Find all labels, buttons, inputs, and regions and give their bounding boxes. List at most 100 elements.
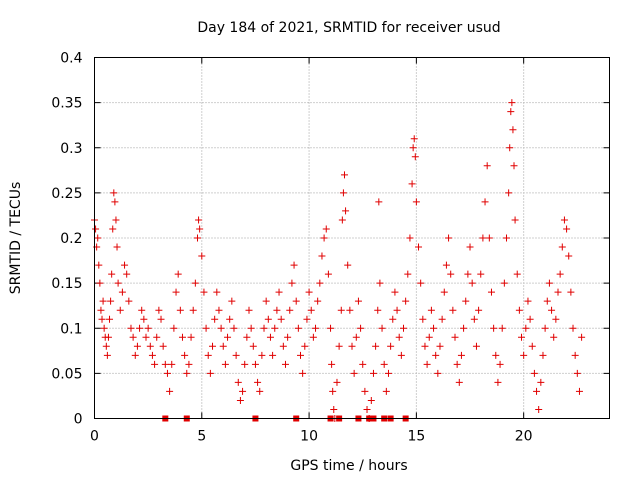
data-point [468, 279, 476, 287]
data-point [194, 234, 201, 242]
data-point [286, 306, 294, 314]
data-point [417, 279, 425, 287]
data-point [357, 324, 365, 332]
data-point [224, 333, 232, 341]
data-point [434, 369, 442, 377]
data-point [204, 351, 212, 359]
data-point [440, 288, 448, 296]
data-point [423, 360, 431, 368]
data-point [457, 351, 465, 359]
data-point [125, 297, 133, 305]
data-point [374, 306, 382, 314]
data-point [485, 234, 493, 242]
data-point [378, 324, 386, 332]
data-point [110, 189, 118, 197]
data-point [239, 387, 247, 395]
data-point [363, 405, 371, 413]
data-point [539, 351, 547, 359]
data-point [305, 288, 313, 296]
data-point [528, 342, 536, 350]
data-point [94, 234, 102, 242]
x-axis-label: GPS time / hours [290, 458, 407, 474]
data-point [219, 342, 227, 350]
data-point [230, 324, 238, 332]
data-point [107, 297, 115, 305]
data-point [393, 306, 401, 314]
data-point [447, 270, 455, 278]
data-point [284, 333, 292, 341]
data-point [340, 171, 348, 179]
data-point [545, 279, 553, 287]
data-point [314, 297, 322, 305]
data-point [256, 387, 264, 395]
data-point [466, 243, 474, 251]
data-point [217, 324, 225, 332]
data-point [503, 234, 510, 242]
data-point [221, 360, 229, 368]
data-point [148, 351, 156, 359]
data-point [573, 369, 581, 377]
y-tick-label: 0 [74, 412, 83, 428]
data-point [563, 225, 571, 233]
data-point [140, 315, 148, 323]
data-point [554, 288, 562, 296]
data-point [419, 315, 427, 323]
data-point [118, 288, 126, 296]
data-point [226, 315, 234, 323]
data-point [129, 333, 137, 341]
data-point [406, 234, 414, 242]
data-point [200, 288, 208, 296]
data-point [404, 270, 412, 278]
data-point [138, 306, 146, 314]
data-point [299, 369, 307, 377]
y-tick-label: 0.05 [51, 366, 82, 382]
data-point [556, 270, 564, 278]
data-point [108, 270, 116, 278]
data-point [112, 216, 120, 224]
data-point [266, 333, 274, 341]
data-point [509, 126, 517, 134]
data-point [472, 342, 480, 350]
data-point [195, 216, 203, 224]
data-point [427, 306, 435, 314]
data-point [442, 261, 450, 269]
data-point [330, 405, 338, 413]
data-point [375, 198, 383, 206]
data-point [249, 342, 257, 350]
data-point [421, 342, 429, 350]
data-point [498, 324, 506, 332]
data-point [508, 99, 516, 107]
data-point [146, 342, 154, 350]
data-point [264, 315, 272, 323]
data-point [183, 369, 191, 377]
data-point [271, 324, 279, 332]
y-tick-label: 0.35 [51, 96, 82, 112]
data-point [277, 315, 285, 323]
data-point [109, 225, 117, 233]
data-point [159, 342, 167, 350]
data-point [537, 378, 545, 386]
data-point [541, 324, 549, 332]
data-point [211, 315, 219, 323]
data-point [359, 360, 367, 368]
data-point [133, 342, 141, 350]
data-point [328, 360, 336, 368]
data-point [391, 288, 399, 296]
data-point [228, 297, 236, 305]
data-point [196, 225, 204, 233]
data-point [166, 387, 174, 395]
data-point [170, 324, 178, 332]
data-point [492, 351, 500, 359]
data-point [510, 162, 518, 170]
data-point [395, 333, 403, 341]
data-point [176, 306, 184, 314]
data-point [552, 315, 560, 323]
data-point [157, 315, 165, 323]
data-point [273, 306, 281, 314]
data-point [322, 225, 330, 233]
data-point [185, 360, 193, 368]
data-point [131, 351, 139, 359]
chart-title: Day 184 of 2021, SRMTID for receiver usu… [197, 20, 500, 36]
data-point [92, 225, 100, 233]
data-point [136, 324, 144, 332]
